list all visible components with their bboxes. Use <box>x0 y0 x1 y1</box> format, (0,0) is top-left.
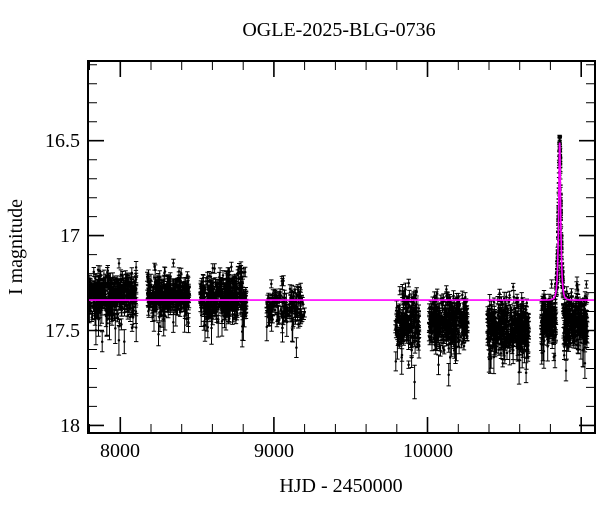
model-curve <box>88 142 595 301</box>
y-tick-label-16.5: 16.5 <box>45 130 80 152</box>
y-tick-label-18: 18 <box>60 415 80 437</box>
x-tick-label-8000: 8000 <box>100 440 140 462</box>
y-axis-label: I magnitude <box>5 199 27 295</box>
photometry-error-bars <box>88 134 590 400</box>
axis-ticks <box>88 61 595 433</box>
x-tick-label-9000: 9000 <box>254 440 294 462</box>
plot-title: OGLE-2025-BLG-0736 <box>242 19 435 41</box>
x-axis-label: HJD - 2450000 <box>279 475 402 497</box>
y-tick-label-17.5: 17.5 <box>45 320 80 342</box>
y-tick-label-17: 17 <box>60 225 80 247</box>
plot-frame <box>87 60 596 434</box>
photometry-data-layer <box>88 134 590 400</box>
photometry-points <box>88 137 589 384</box>
model-curve-layer <box>88 142 595 301</box>
x-tick-label-10000: 10000 <box>403 440 453 462</box>
minor-tick-marks <box>88 61 595 433</box>
major-tick-marks <box>88 61 595 433</box>
